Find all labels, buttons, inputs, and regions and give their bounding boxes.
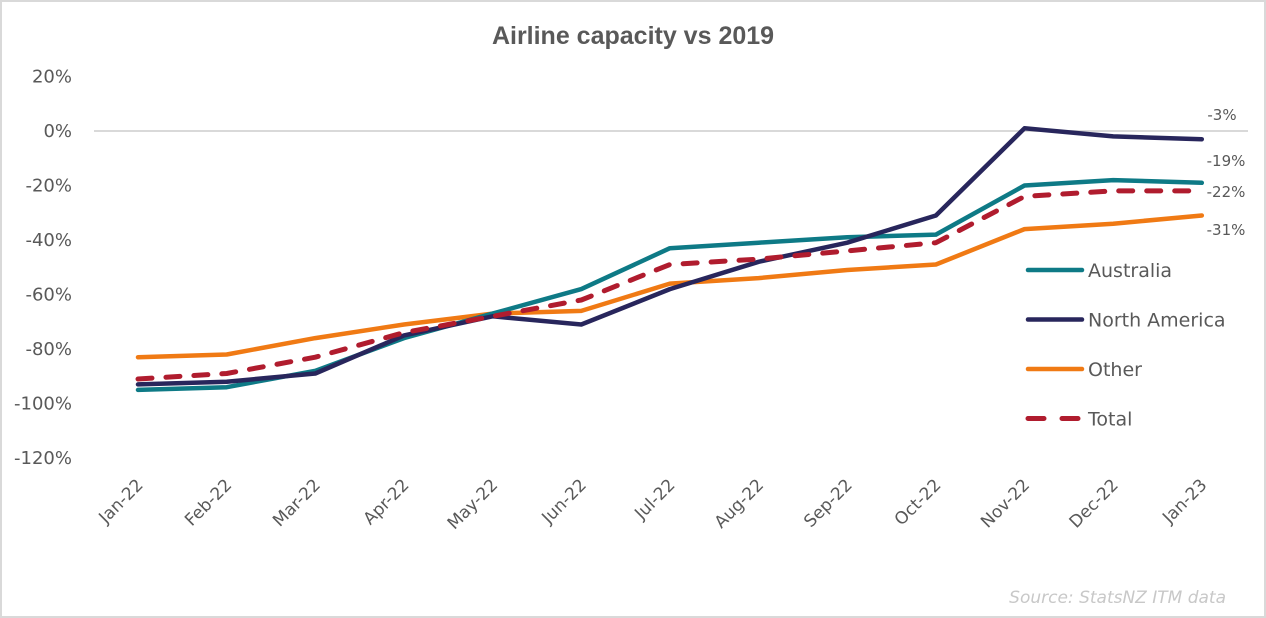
end-label-australia: -19%	[1207, 152, 1246, 170]
end-label-total: -22%	[1207, 183, 1246, 201]
legend-label-australia: Australia	[1088, 260, 1172, 282]
legend-label-north-america: North America	[1088, 310, 1226, 332]
x-tick-label: Feb-22	[181, 475, 236, 530]
legend-label-total: Total	[1087, 409, 1132, 431]
y-tick-label: -40%	[25, 230, 72, 251]
series-lines	[135, 126, 1205, 393]
x-tick-label: Jul-22	[630, 475, 679, 524]
series-line-total	[135, 188, 1205, 382]
x-tick-label: Aug-22	[711, 475, 768, 532]
y-axis: 20% 0% -20% -40% -60% -80% -100% -120%	[14, 67, 72, 470]
x-tick-label: Jan-23	[1158, 475, 1211, 528]
legend-label-other: Other	[1088, 359, 1142, 381]
series-line-north-america	[135, 126, 1205, 387]
x-tick-label: Jan-22	[95, 475, 148, 528]
x-tick-label: Sep-22	[800, 475, 856, 531]
series-line-australia	[135, 177, 1205, 393]
y-tick-label: 0%	[43, 121, 72, 142]
end-label-other: -31%	[1207, 221, 1246, 239]
end-label-north-america: -3%	[1207, 106, 1236, 124]
y-tick-label: -120%	[14, 448, 72, 469]
series-line-other	[135, 213, 1205, 360]
x-tick-label: Oct-22	[891, 475, 946, 530]
x-tick-label: Nov-22	[977, 475, 1034, 532]
x-tick-label: Mar-22	[269, 475, 325, 531]
y-tick-label: -100%	[14, 394, 72, 415]
y-tick-label: -60%	[25, 285, 72, 306]
end-labels: -3% -19% -22% -31%	[1207, 106, 1246, 239]
x-axis: Jan-22 Feb-22 Mar-22 Apr-22 May-22 Jun-22 Jul-…	[95, 475, 1212, 533]
x-tick-label: May-22	[444, 475, 502, 533]
x-tick-label: Jun-22	[538, 475, 591, 528]
y-tick-label: -20%	[25, 176, 72, 197]
chart-title: Airline capacity vs 2019	[492, 22, 774, 50]
legend: Australia North America Other Total	[1025, 260, 1226, 431]
y-tick-label: -80%	[25, 339, 72, 360]
x-tick-label: Dec-22	[1066, 475, 1123, 532]
x-tick-label: Apr-22	[360, 475, 414, 529]
source-note: Source: StatsNZ ITM data	[1009, 588, 1226, 608]
y-tick-label: 20%	[32, 67, 72, 88]
